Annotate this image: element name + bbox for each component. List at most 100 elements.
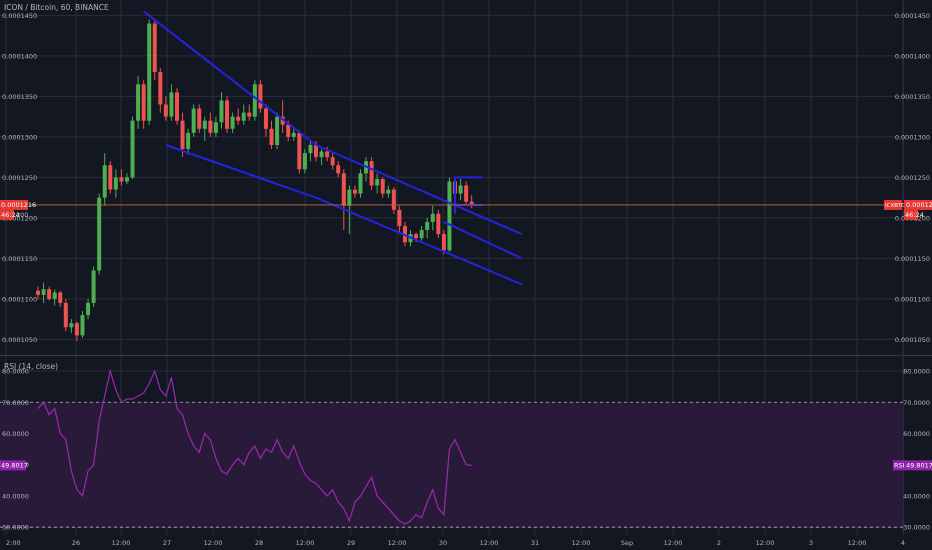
- x-tick-label: 31: [531, 539, 539, 547]
- rsi-tick-label-right: 40.0000: [903, 492, 930, 500]
- rsi-tick-label-left: 60.0000: [2, 430, 29, 438]
- chart-title: ICON / Bitcoin, 60, BINANCE: [4, 3, 109, 12]
- x-tick-label: 4: [901, 539, 905, 547]
- left-price-value: 0.0001216: [1, 201, 36, 209]
- trendline[interactable]: [143, 10, 317, 146]
- rsi-tick-label-right: 60.0000: [903, 430, 930, 438]
- rsi-band-layer: [0, 401, 903, 528]
- candle-body: [236, 116, 241, 121]
- candle-body: [124, 177, 129, 182]
- candle-body: [52, 292, 57, 299]
- price-labels: 0.000121646:24200ICXBTC0.000121646:2449.…: [0, 199, 932, 471]
- candle-body: [425, 221, 430, 231]
- candle-body: [397, 209, 402, 227]
- candle-body: [80, 315, 85, 336]
- x-tick-label: 12:00: [204, 539, 223, 547]
- candle-body: [458, 185, 463, 194]
- right-rsi-value: 49.8017: [906, 462, 932, 470]
- left-countdown: 46:24: [1, 211, 20, 219]
- rsi-tick-label-right: 30.0000: [903, 524, 930, 532]
- rsi-line-layer: [37, 368, 472, 525]
- rsi-tick-label-right: 80.0000: [903, 368, 930, 376]
- x-tick-label: 26: [72, 539, 80, 547]
- candle-body: [208, 120, 213, 133]
- candle-body: [86, 302, 91, 316]
- x-tick-label: 29: [347, 539, 355, 547]
- x-tick-label: 27: [163, 539, 171, 547]
- candle-body: [269, 128, 274, 146]
- candle-body: [464, 185, 469, 202]
- candle-body: [63, 302, 68, 328]
- candle-body: [258, 84, 263, 109]
- rsi-tick-label-left: 30.0000: [2, 524, 29, 532]
- rsi-band: [0, 402, 903, 528]
- left-countdown-badge: [0, 209, 14, 220]
- rsi-line: [37, 368, 472, 525]
- candle-body: [74, 323, 79, 336]
- y-tick-label-left: 0.0001350: [2, 93, 37, 101]
- candle-body: [291, 132, 296, 137]
- candle-body: [302, 153, 307, 170]
- y-tick-label-right: 0.0001300: [895, 133, 930, 141]
- candle-body: [308, 145, 313, 154]
- rsi-name-label: RSI: [894, 462, 905, 470]
- y-tick-label-right: 0.0001350: [895, 93, 930, 101]
- candle-body: [58, 292, 63, 303]
- x-tick-label: 28: [255, 539, 263, 547]
- candle-body: [447, 181, 452, 251]
- trendline[interactable]: [315, 144, 523, 236]
- rsi-name-badge: [893, 460, 904, 471]
- candle-body: [41, 289, 46, 295]
- y-tick-label-left: 0.0001050: [2, 336, 37, 344]
- y-tick-label-right: 0.0001050: [895, 336, 930, 344]
- candle-body: [352, 189, 357, 194]
- x-tick-label: 30: [439, 539, 447, 547]
- candle-body: [275, 116, 280, 146]
- candle-body: [325, 151, 330, 158]
- x-tick-label: 12:00: [664, 539, 683, 547]
- y-tick-label-left: 0.0001150: [2, 255, 37, 263]
- y-tick-label-right: 0.0001100: [895, 295, 930, 303]
- y-tick-label-left: 0.0001300: [2, 133, 37, 141]
- candle-body: [197, 108, 202, 129]
- candle-body: [280, 116, 285, 125]
- candle-body: [430, 213, 435, 222]
- candle-body: [297, 132, 302, 170]
- x-tick-label: 12:00: [388, 539, 407, 547]
- trendline[interactable]: [443, 221, 523, 260]
- right-rsi-badge: [904, 460, 932, 471]
- candle-body: [263, 108, 268, 129]
- candle-body: [341, 173, 346, 206]
- candle-body: [163, 104, 168, 117]
- trendline[interactable]: [165, 144, 317, 199]
- x-tick-label: 12:00: [480, 539, 499, 547]
- rsi-tick-label-left: 70.0000: [2, 399, 29, 407]
- candle-body: [414, 234, 419, 239]
- candle-body: [169, 92, 174, 117]
- x-tick-label: 12:00: [756, 539, 775, 547]
- candle-body: [191, 108, 196, 133]
- right-countdown: 46:24: [905, 211, 924, 219]
- candle-body: [175, 92, 179, 121]
- candle-body: [202, 120, 207, 129]
- trendlines[interactable]: [143, 10, 523, 286]
- symbol-badge: [884, 199, 902, 210]
- candle-body: [230, 116, 235, 129]
- candle-body: [47, 289, 52, 299]
- candle-body: [314, 145, 318, 158]
- left-rsi-badge: [0, 460, 26, 471]
- candle-body: [213, 122, 218, 133]
- candle-body: [369, 161, 374, 186]
- y-tick-label-right: 0.0001450: [895, 12, 930, 20]
- axes: 2:00 26 12:00 27 12:00 28 12:00 29 12:00 30 12:00 3…: [2, 3, 930, 547]
- y-tick-label-left: 0.0001400: [2, 52, 37, 60]
- candle-body: [136, 84, 141, 121]
- candle-body: [330, 157, 335, 166]
- candle-body: [186, 132, 191, 150]
- candle-body: [36, 290, 40, 295]
- x-tick-label: 12:00: [296, 539, 315, 547]
- x-tick-label: 2:00: [6, 539, 21, 547]
- symbol-label: ICXBTC: [885, 203, 905, 209]
- trendline[interactable]: [315, 196, 523, 286]
